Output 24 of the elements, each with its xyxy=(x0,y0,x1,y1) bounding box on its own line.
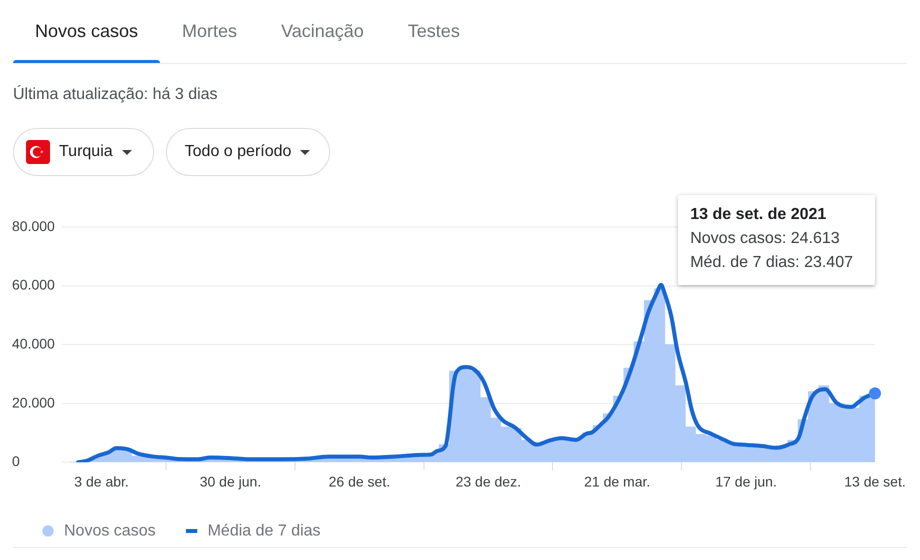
legend-label: Média de 7 dias xyxy=(208,522,321,540)
chart-title: Novos casos xyxy=(35,21,138,42)
y-tick-label: 0 xyxy=(12,453,20,470)
x-tick-label: 26 de set. xyxy=(328,473,390,490)
x-tick-label: 21 de mar. xyxy=(584,473,650,490)
x-tick-label: 17 de jun. xyxy=(715,473,777,490)
annotation: Méd. de 7 dias: 23.407 xyxy=(690,254,853,271)
text: Mortes xyxy=(182,21,238,42)
tooltip: 13 de set. de 2021 Novos casos: 24.613 Méd. de 7 dias: 23.407 xyxy=(678,195,875,285)
y-tick-label: 80.000 xyxy=(12,218,56,234)
x-tick-label: 30 de jun. xyxy=(200,473,262,490)
dropdown: Turquia xyxy=(13,128,154,176)
annotation: Novos casos: 24.613 xyxy=(690,230,840,247)
x-tick-label: 23 de dez. xyxy=(456,473,521,490)
text: Última atualização: há 3 dias xyxy=(13,86,218,103)
y-tick-label: 40.000 xyxy=(12,335,56,352)
y-tick-label: 20.000 xyxy=(12,394,56,410)
x-tick-label: 13 de set. xyxy=(844,473,906,490)
text: Testes xyxy=(408,21,460,42)
legend-label: Novos casos xyxy=(64,522,156,540)
y-tick-label: 60.000 xyxy=(12,276,56,293)
dropdown: Todo o período xyxy=(166,128,330,176)
text: Vacinação xyxy=(281,21,364,42)
x-tick-label: 3 de abr. xyxy=(74,473,129,490)
